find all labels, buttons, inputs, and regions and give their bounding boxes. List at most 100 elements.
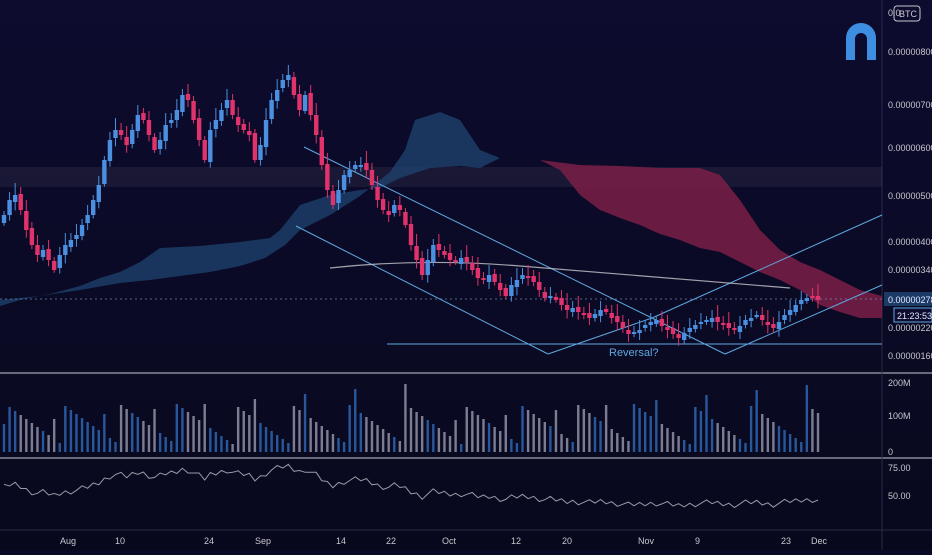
volume-bar xyxy=(610,429,613,452)
time-tick-label: Aug xyxy=(60,536,76,546)
volume-bar xyxy=(8,407,11,452)
candle-body xyxy=(330,191,336,205)
volume-bar xyxy=(677,436,680,452)
volume-bar xyxy=(532,414,535,452)
candle-body xyxy=(587,313,592,318)
volume-bar xyxy=(454,420,457,452)
candle-body xyxy=(709,318,715,322)
time-tick-label: 24 xyxy=(204,536,214,546)
candle-body xyxy=(130,130,135,144)
volume-bar xyxy=(682,440,686,452)
volume-bar xyxy=(794,438,797,452)
candle-body xyxy=(18,194,23,210)
volume-bar xyxy=(772,422,775,452)
candle-body xyxy=(564,305,570,310)
magnet-logo-icon[interactable] xyxy=(843,20,879,62)
volume-bar xyxy=(203,404,206,452)
volume-bar xyxy=(616,433,619,452)
volume-bar xyxy=(749,406,753,452)
reversal-lower-line[interactable] xyxy=(724,284,883,355)
volume-bar xyxy=(287,443,290,452)
ichimoku-cloud-bear xyxy=(500,158,882,318)
last-price-label-box xyxy=(884,292,932,306)
candle-body xyxy=(442,251,447,255)
channel-lower-line[interactable] xyxy=(295,225,549,355)
volume-bar xyxy=(248,415,251,452)
rsi-axis[interactable]: 75.00 50.00 xyxy=(888,463,911,501)
candle-body xyxy=(213,120,219,129)
volume-bar xyxy=(142,421,145,452)
volume-bar xyxy=(103,414,106,452)
volume-bar xyxy=(638,408,641,452)
pair-badge-box[interactable] xyxy=(893,5,921,22)
volume-bar xyxy=(621,437,625,452)
pair-badge[interactable]: BTC xyxy=(899,9,918,19)
candle-body xyxy=(592,314,598,318)
channel-bottom-left-line[interactable] xyxy=(547,317,653,355)
candle-body xyxy=(274,90,280,101)
volume-bar xyxy=(170,441,173,452)
candle-body xyxy=(196,118,202,140)
volume-bar xyxy=(499,431,502,452)
volume-bar xyxy=(275,435,279,452)
candle-body xyxy=(481,278,486,280)
volume-bar xyxy=(298,410,301,452)
price-tick-label: 0.00000500 xyxy=(888,191,932,201)
candle-body xyxy=(548,296,553,298)
volume-bar xyxy=(632,404,636,452)
candle-body xyxy=(631,332,637,334)
candle-body xyxy=(169,120,174,123)
volume-bar xyxy=(80,418,84,452)
volume-bar xyxy=(175,404,179,452)
volume-bar xyxy=(64,406,67,452)
volume-bar xyxy=(538,418,541,452)
candle-body xyxy=(63,245,68,255)
price-tick-label: 0.00000340 xyxy=(888,265,932,275)
candle-body xyxy=(642,325,648,328)
candle-body xyxy=(553,297,559,300)
volume-bar xyxy=(437,428,441,452)
candle-body xyxy=(269,100,274,119)
candle-body xyxy=(241,124,246,130)
candle-body xyxy=(336,190,341,203)
ichimoku-cloud-bull xyxy=(0,112,500,306)
volume-bar xyxy=(694,407,697,452)
trend-channel[interactable] xyxy=(295,146,883,355)
reversal-upper-line[interactable] xyxy=(651,214,883,319)
candle-body xyxy=(486,275,492,282)
candle-body xyxy=(609,313,614,318)
candle-body xyxy=(509,285,514,296)
volume-bar xyxy=(487,423,491,452)
candle-body xyxy=(475,268,481,278)
volume-bar xyxy=(643,412,647,452)
volume-bar xyxy=(214,432,218,452)
volume-bar xyxy=(649,416,652,452)
candle-body xyxy=(654,320,659,324)
time-tick-label: Dec xyxy=(811,536,828,546)
volume-bar xyxy=(727,431,730,452)
time-tick-label: 20 xyxy=(562,536,572,546)
reversal-left-line[interactable] xyxy=(651,317,726,355)
volume-axis[interactable]: 200M 100M 0 xyxy=(888,378,911,457)
candle-body xyxy=(815,296,821,300)
volume-bar xyxy=(25,419,28,452)
volume-bar xyxy=(465,407,468,452)
channel-upper-line[interactable] xyxy=(303,146,653,319)
time-axis[interactable]: Aug 10 24 Sep 14 22 Oct 12 20 Nov 9 23 Dec xyxy=(60,536,828,546)
candle-body xyxy=(224,100,230,108)
volume-bar xyxy=(119,405,123,452)
candle-body xyxy=(537,282,542,290)
volume-bar xyxy=(415,412,418,452)
candle-body xyxy=(286,75,291,80)
baseline-curve xyxy=(329,261,791,289)
volume-bar xyxy=(41,431,45,452)
volume-bar xyxy=(543,422,547,452)
volume-bar xyxy=(326,430,329,452)
price-axis[interactable]: 0.00000800 0.00000700 0.00000600 0.00000500… xyxy=(888,47,932,361)
candle-body xyxy=(102,160,107,184)
volume-bar xyxy=(655,400,658,452)
candle-body xyxy=(659,319,665,326)
candle-body xyxy=(726,323,731,328)
candle-body xyxy=(358,165,364,167)
